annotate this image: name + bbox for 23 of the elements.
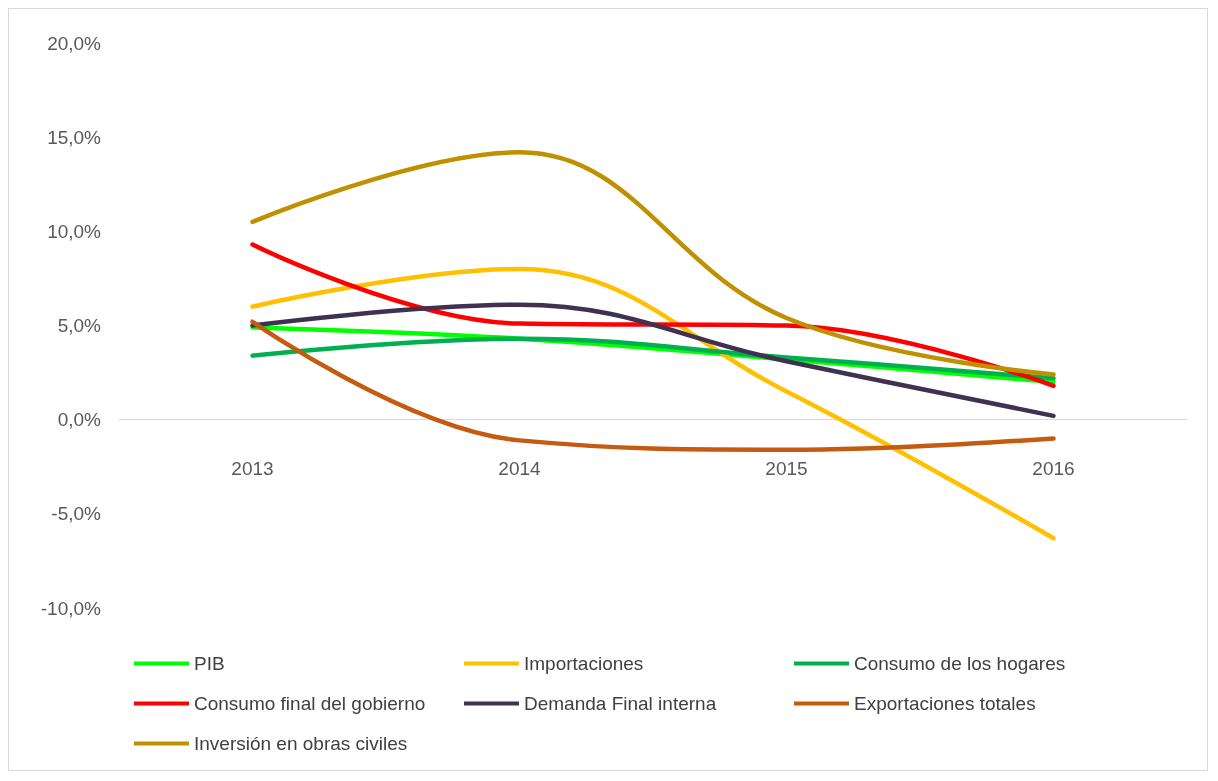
x-tick-label: 2015 [765,458,808,479]
legend-label: Consumo de los hogares [854,653,1066,674]
legend-label: Consumo final del gobierno [194,693,426,714]
y-tick-label: 20,0% [47,32,102,54]
legend-label: Inversión en obras civiles [194,733,408,754]
legend-label: Exportaciones totales [854,693,1036,714]
x-tick-label: 2016 [1032,458,1075,479]
y-tick-label: 10,0% [47,220,102,242]
y-tick-label: 0,0% [57,409,102,431]
legend-label: Importaciones [524,653,644,674]
x-tick-label: 2013 [231,458,274,479]
y-tick-label: -5,0% [51,503,102,525]
legend-label: PIB [194,653,225,674]
line-series [250,336,1056,381]
y-tick-label: 5,0% [57,315,102,336]
legend-label: Demanda Final interna [524,693,717,714]
line-series [250,242,1056,389]
y-tick-label: 15,0% [47,126,102,148]
line-series [250,302,1056,419]
line-series [250,319,1056,453]
line-series [250,149,1056,377]
y-tick-label: -10,0% [40,597,102,619]
x-tick-label: 2014 [498,458,542,479]
